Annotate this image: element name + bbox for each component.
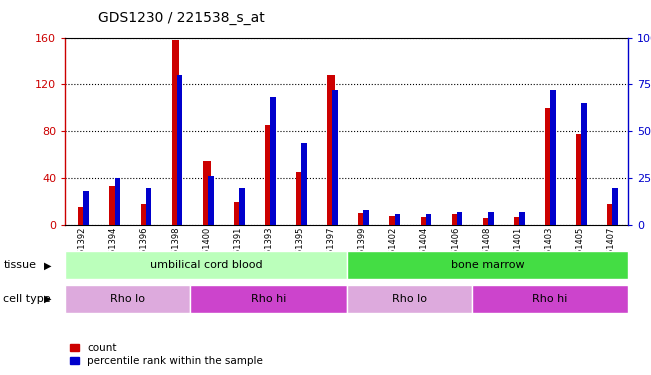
Bar — [607, 204, 615, 225]
Bar — [115, 178, 120, 225]
Bar — [545, 108, 553, 225]
Bar — [65, 285, 190, 313]
Text: Rho hi: Rho hi — [533, 294, 568, 304]
Bar — [358, 213, 366, 225]
Bar — [83, 191, 89, 225]
Text: bone marrow: bone marrow — [450, 260, 524, 270]
Bar — [452, 214, 460, 225]
Bar — [421, 217, 428, 225]
Bar — [576, 134, 584, 225]
Text: tissue: tissue — [3, 260, 36, 270]
Bar — [389, 216, 397, 225]
Bar — [146, 188, 151, 225]
Bar — [208, 176, 214, 225]
Bar — [363, 210, 369, 225]
Bar — [190, 285, 347, 313]
Legend: count, percentile rank within the sample: count, percentile rank within the sample — [70, 343, 263, 366]
Bar — [234, 202, 242, 225]
Bar — [457, 212, 462, 225]
Text: umbilical cord blood: umbilical cord blood — [150, 260, 262, 270]
Bar — [333, 90, 338, 225]
Bar — [109, 186, 117, 225]
Bar — [488, 212, 493, 225]
Bar — [327, 75, 335, 225]
Bar — [472, 285, 628, 313]
Text: Rho hi: Rho hi — [251, 294, 286, 304]
Bar — [347, 251, 628, 279]
Bar — [301, 142, 307, 225]
Bar — [613, 188, 618, 225]
Bar — [514, 217, 521, 225]
Bar — [581, 103, 587, 225]
Bar — [239, 188, 245, 225]
Bar — [78, 207, 86, 225]
Text: ▶: ▶ — [44, 294, 51, 304]
Text: Rho lo: Rho lo — [110, 294, 145, 304]
Text: Rho lo: Rho lo — [392, 294, 426, 304]
Text: GDS1230 / 221538_s_at: GDS1230 / 221538_s_at — [98, 11, 264, 25]
Bar — [65, 251, 347, 279]
Bar — [172, 40, 180, 225]
Bar — [550, 90, 556, 225]
Bar — [519, 212, 525, 225]
Text: cell type: cell type — [3, 294, 51, 304]
Bar — [395, 214, 400, 225]
Bar — [483, 218, 491, 225]
Bar — [296, 172, 304, 225]
Bar — [270, 98, 276, 225]
Bar — [177, 75, 182, 225]
Text: ▶: ▶ — [44, 260, 51, 270]
Bar — [141, 204, 148, 225]
Bar — [347, 285, 472, 313]
Bar — [426, 214, 431, 225]
Bar — [265, 125, 273, 225]
Bar — [202, 160, 210, 225]
